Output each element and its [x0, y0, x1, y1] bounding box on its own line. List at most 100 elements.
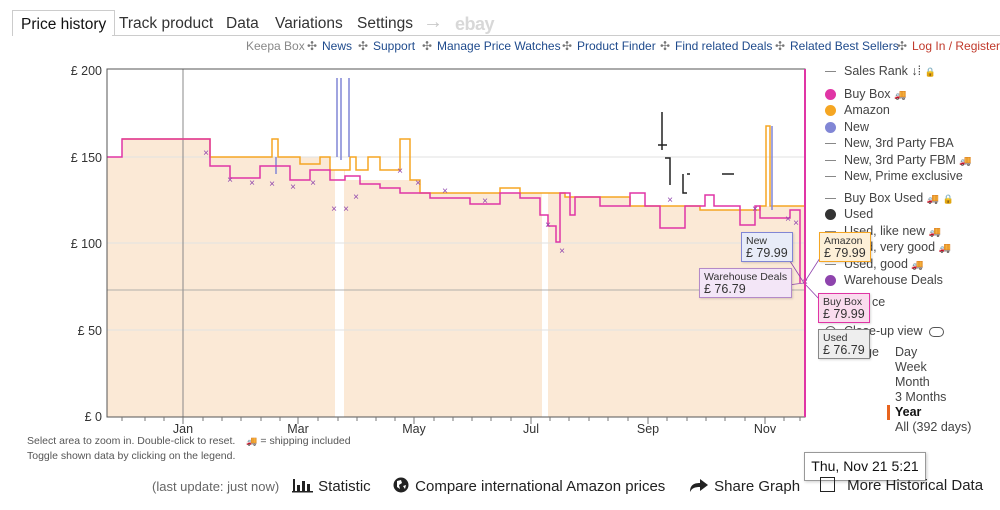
- svg-text:×: ×: [785, 214, 791, 225]
- svg-text:×: ×: [353, 192, 359, 203]
- price-history-chart[interactable]: ××× ××× ××× ××× ××× ××× ×× £ 200 £ 150 £…: [0, 58, 820, 443]
- tooltip-amazon: Amazon £ 79.99: [819, 232, 871, 262]
- news-link[interactable]: News: [322, 39, 353, 53]
- svg-text:×: ×: [482, 196, 488, 207]
- zoom-hint: Select area to zoom in. Double-click to …: [27, 435, 351, 447]
- sort-icon: ↓⁞: [911, 64, 922, 78]
- data-gap: [335, 157, 344, 417]
- data-gap: [542, 157, 548, 417]
- y-axis: £ 200 £ 150 £ 100 £ 50 £ 0: [71, 64, 102, 424]
- range-selector: Day Week Month 3 Months Year All (392 da…: [887, 345, 972, 435]
- tab-settings[interactable]: Settings: [357, 15, 414, 32]
- related-best-sellers-link[interactable]: Related Best Sellers: [790, 39, 899, 53]
- more-historical-data-button[interactable]: More Historical Data: [820, 477, 983, 494]
- x-tick-label: May: [402, 422, 426, 436]
- range-all[interactable]: All (392 days): [895, 420, 972, 434]
- range-month[interactable]: Month: [895, 375, 930, 389]
- lock-icon: 🔒: [942, 194, 954, 204]
- truck-icon: 🚚: [911, 260, 924, 271]
- legend-hint: Toggle shown data by clicking on the leg…: [27, 450, 236, 462]
- separator-icon: ✣: [307, 39, 318, 53]
- svg-text:×: ×: [310, 178, 316, 189]
- svg-text:×: ×: [559, 246, 565, 257]
- truck-icon: 🚚: [246, 436, 258, 446]
- separator-icon: ✣: [897, 39, 908, 53]
- svg-text:×: ×: [667, 195, 673, 206]
- compare-prices-button[interactable]: Compare international Amazon prices: [393, 477, 665, 495]
- tooltip-used: Used £ 76.79: [818, 329, 870, 359]
- tooltip-new: New £ 79.99: [741, 232, 793, 262]
- tab-data[interactable]: Data: [226, 15, 259, 32]
- support-link[interactable]: Support: [373, 39, 416, 53]
- range-day[interactable]: Day: [895, 345, 918, 359]
- share-icon: [690, 479, 708, 492]
- y-tick-label: £ 100: [71, 237, 102, 251]
- share-graph-button[interactable]: Share Graph: [688, 477, 800, 495]
- truck-icon: 🚚: [928, 227, 942, 238]
- find-related-deals-link[interactable]: Find related Deals: [675, 39, 773, 53]
- x-tick-label: Jul: [523, 422, 539, 436]
- tooltip-buy-box: Buy Box £ 79.99: [818, 293, 870, 323]
- tab-divider: [112, 35, 1000, 36]
- truck-icon: 🚚: [894, 90, 907, 101]
- link-bar: Keepa Box ✣ News ✣ Support ✣ Manage Pric…: [0, 39, 1000, 55]
- bar-chart-icon: [292, 479, 313, 493]
- range-3-months[interactable]: 3 Months: [895, 390, 947, 404]
- warehouse-deals-markers[interactable]: ××× ××× ××× ××× ××× ××× ××: [203, 148, 808, 288]
- date-tooltip: Thu, Nov 21 5:21: [804, 452, 926, 481]
- truck-icon: 🚚: [959, 156, 972, 167]
- svg-text:×: ×: [415, 178, 421, 189]
- svg-text:×: ×: [752, 204, 758, 215]
- manage-price-watches-link[interactable]: Manage Price Watches: [437, 39, 561, 53]
- x-axis: Jan Mar May Jul Sep Nov: [173, 422, 777, 436]
- separator-icon: ✣: [562, 39, 573, 53]
- truck-icon: 🚚: [938, 243, 951, 254]
- svg-text:×: ×: [397, 166, 403, 177]
- svg-text:×: ×: [331, 204, 337, 215]
- svg-text:×: ×: [442, 186, 448, 197]
- arrow-right-icon: →: [423, 11, 443, 33]
- statistic-button[interactable]: Statistic: [292, 477, 371, 495]
- amazon-series-line[interactable]: [122, 125, 805, 211]
- ebay-logo[interactable]: ebay: [455, 14, 495, 34]
- x-tick-label: Mar: [287, 422, 309, 436]
- svg-text:×: ×: [269, 179, 275, 190]
- keepa-box-link[interactable]: Keepa Box: [246, 39, 305, 53]
- lock-icon: 🔒: [924, 67, 936, 77]
- y-tick-label: £ 0: [85, 410, 102, 424]
- svg-text:×: ×: [793, 218, 799, 229]
- separator-icon: ✣: [775, 39, 786, 53]
- separator-icon: ✣: [358, 39, 369, 53]
- svg-text:×: ×: [343, 204, 349, 215]
- x-tick-label: Nov: [754, 422, 777, 436]
- svg-text:×: ×: [545, 220, 551, 231]
- globe-icon: [393, 477, 409, 493]
- range-week[interactable]: Week: [895, 360, 927, 374]
- amazon-area: [107, 139, 805, 417]
- y-tick-label: £ 50: [78, 324, 102, 338]
- tooltip-warehouse-deals: Warehouse Deals £ 76.79: [699, 268, 793, 298]
- truck-icon: 🚚: [926, 194, 940, 205]
- toggle-icon[interactable]: [929, 327, 944, 337]
- tab-price-history[interactable]: Price history: [12, 10, 116, 36]
- x-tick-label: Jan: [173, 422, 193, 436]
- last-update: (last update: just now): [152, 479, 280, 494]
- svg-text:×: ×: [227, 175, 233, 186]
- x-tick-label: Sep: [637, 422, 659, 436]
- range-year[interactable]: Year: [887, 405, 971, 420]
- used-series-line[interactable]: [658, 112, 734, 194]
- separator-icon: ✣: [660, 39, 671, 53]
- tab-track-product[interactable]: Track product: [119, 15, 214, 32]
- separator-icon: ✣: [422, 39, 433, 53]
- product-finder-link[interactable]: Product Finder: [577, 39, 656, 53]
- tab-variations[interactable]: Variations: [275, 15, 343, 32]
- svg-text:×: ×: [203, 148, 209, 159]
- svg-text:×: ×: [249, 178, 255, 189]
- checkbox-icon[interactable]: [820, 477, 835, 492]
- login-register-link[interactable]: Log In / Register: [912, 39, 1000, 53]
- y-tick-label: £ 200: [71, 64, 102, 78]
- y-tick-label: £ 150: [71, 151, 102, 165]
- buy-box-series-line[interactable]: [107, 138, 801, 283]
- svg-text:×: ×: [290, 182, 296, 193]
- x-axis-ticks: [121, 417, 801, 424]
